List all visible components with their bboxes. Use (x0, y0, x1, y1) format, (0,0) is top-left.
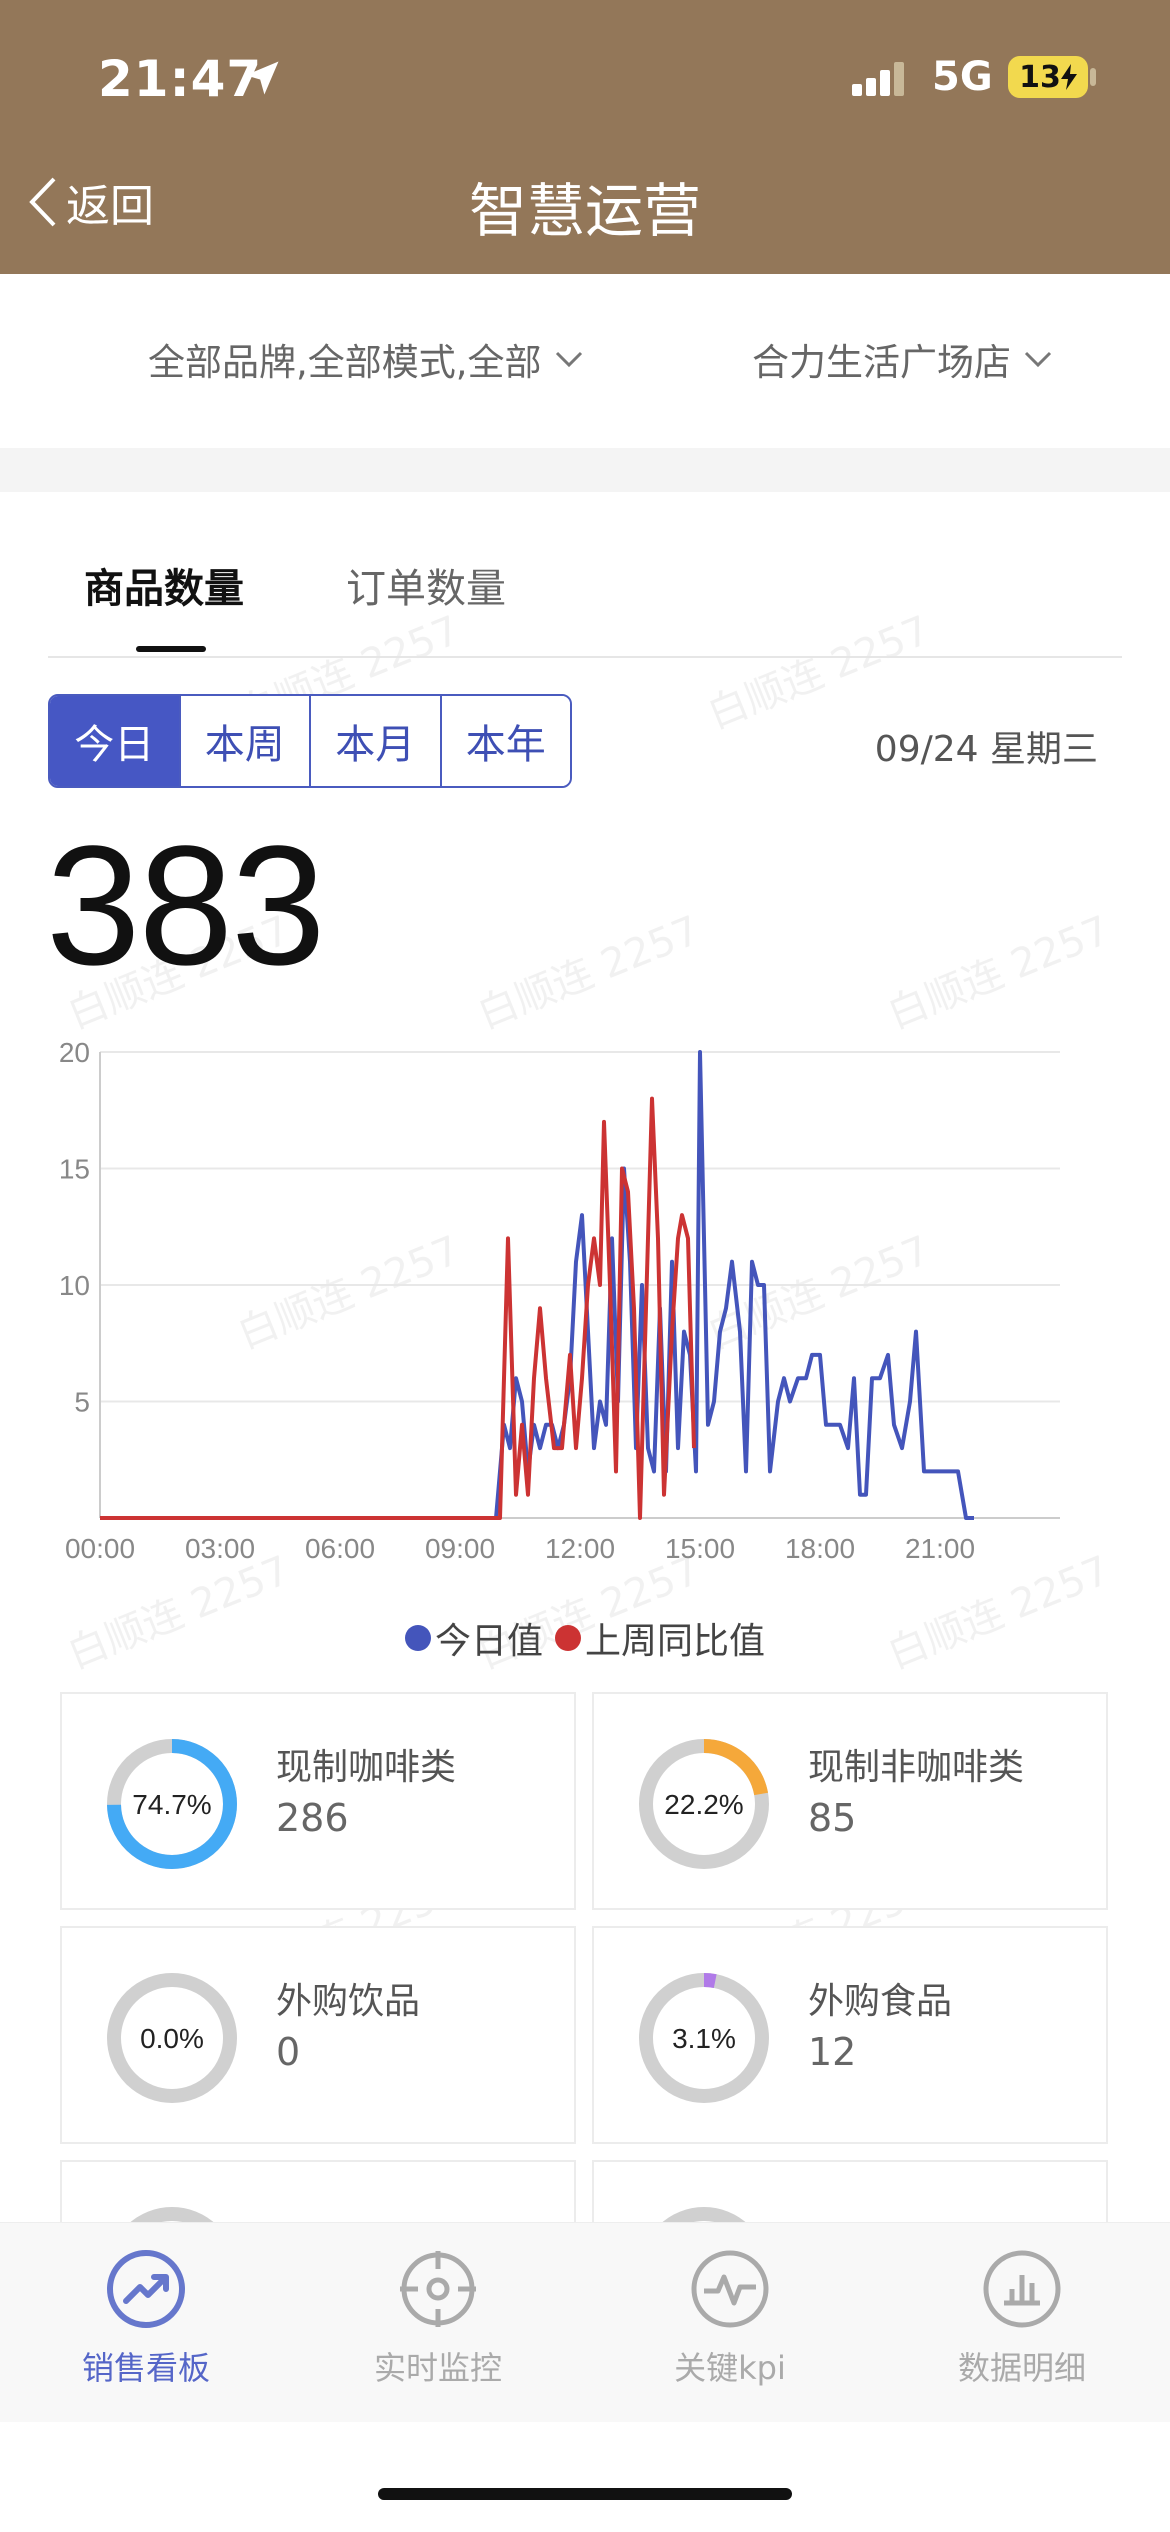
category-value: 286 (276, 1796, 349, 1840)
battery-indicator: 13 (1008, 56, 1088, 98)
category-label: 现制非咖啡类 (808, 1747, 1025, 1788)
percent-ring: 22.2% (639, 1739, 769, 1869)
y-tick-label: 15 (59, 1154, 90, 1185)
legend-item-last-week[interactable]: 上周同比值 (555, 1612, 765, 1664)
x-tick-label: 12:00 (545, 1533, 615, 1564)
brand-mode-filter-label: 全部品牌,全部模式,全部 (148, 341, 542, 384)
x-tick-label: 00:00 (65, 1533, 135, 1564)
battery-level: 13 (1019, 59, 1061, 95)
section-gap (0, 448, 1170, 492)
ring-fill (639, 1973, 769, 2103)
bottom-tab-data-detail[interactable]: 数据明细 (912, 2249, 1132, 2389)
percent-ring: 74.7% (107, 1739, 237, 1869)
ring-percent-label: 22.2% (664, 1789, 743, 1820)
category-card-non-coffee[interactable]: 22.2% 现制非咖啡类 85 (592, 1692, 1108, 1910)
location-arrow-icon (245, 61, 279, 95)
pulse-icon (691, 2250, 769, 2328)
legend-label-today: 今日值 (434, 1621, 543, 1662)
period-week[interactable]: 本周 (178, 696, 309, 786)
legend-item-today[interactable]: 今日值 (404, 1612, 543, 1664)
chevron-left-icon (29, 177, 56, 227)
tab-divider (48, 656, 1122, 658)
bar-chart-icon (983, 2250, 1061, 2328)
legend-dot-icon (404, 1625, 431, 1651)
percent-ring: 0.0% (107, 1973, 237, 2103)
status-time: 21:47 (98, 50, 263, 108)
total-count: 383 (46, 811, 326, 1001)
category-value: 0 (276, 2030, 301, 2074)
category-card-purchased-drinks[interactable]: 0.0% 外购饮品 0 (60, 1926, 576, 2144)
ring-fill (107, 1739, 237, 1869)
home-indicator (378, 2488, 792, 2500)
x-tick-label: 21:00 (905, 1533, 975, 1564)
battery-tip (1090, 68, 1096, 86)
period-selector: 今日 本周 本月 本年 (48, 694, 572, 788)
ring-fill (639, 1739, 769, 1869)
filter-bar: 全部品牌,全部模式,全部 合力生活广场店 (0, 274, 1170, 448)
brand-mode-filter[interactable]: 全部品牌,全部模式,全部 (148, 332, 584, 386)
ring-track (107, 1973, 237, 2103)
y-tick-label: 5 (74, 1387, 90, 1418)
bottom-tab-realtime-monitor[interactable]: 实时监控 (328, 2249, 548, 2389)
bottom-tab-label: 数据明细 (957, 2349, 1086, 2387)
period-month[interactable]: 本月 (309, 696, 440, 786)
ring-percent-label: 0.0% (140, 2023, 204, 2054)
y-tick-label: 20 (59, 1037, 90, 1068)
tab-order-count[interactable]: 订单数量 (346, 566, 506, 612)
x-tick-label: 03:00 (185, 1533, 255, 1564)
period-today[interactable]: 今日 (50, 696, 179, 786)
bottom-tab-label: 销售看板 (81, 2349, 210, 2387)
hourly-line-chart: 5 10 15 20 00:00 03:00 06:00 09:00 12:00 15:00 18:… (59, 1037, 1060, 1564)
category-label: 现制咖啡类 (276, 1747, 457, 1788)
ring-percent-label: 3.1% (672, 2023, 736, 2054)
back-label: 返回 (66, 181, 154, 232)
current-date: 09/24 星期三 (874, 729, 1098, 770)
x-tick-label: 15:00 (665, 1533, 735, 1564)
bottom-tab-label: 实时监控 (373, 2349, 502, 2387)
chevron-down-icon (1024, 351, 1052, 368)
legend-dot-icon (555, 1625, 581, 1651)
chart-legend: 今日值 上周同比值 (0, 1612, 1170, 1664)
target-icon (400, 2251, 476, 2327)
x-tick-label: 09:00 (425, 1533, 495, 1564)
y-tick-label: 10 (59, 1270, 90, 1301)
app-header: 21:47 5G 13 返回 智慧运营 (0, 0, 1170, 274)
x-tick-label: 06:00 (305, 1533, 375, 1564)
period-year[interactable]: 本年 (439, 696, 570, 786)
store-filter[interactable]: 合力生活广场店 (752, 332, 1053, 386)
category-card-purchased-food[interactable]: 3.1% 外购食品 12 (592, 1926, 1108, 2144)
bottom-tab-sales-dashboard[interactable]: 销售看板 (36, 2249, 256, 2389)
series-line-last-week (100, 1096, 696, 1520)
page-title: 智慧运营 (468, 177, 701, 245)
category-card-coffee[interactable]: 74.7% 现制咖啡类 286 (60, 1692, 576, 1910)
ring-percent-label: 74.7% (132, 1789, 211, 1820)
store-filter-label: 合力生活广场店 (752, 341, 1011, 384)
signal-icon (852, 62, 904, 96)
network-type: 5G (932, 54, 993, 100)
legend-label-last-week: 上周同比值 (585, 1621, 766, 1662)
category-label: 外购食品 (808, 1981, 953, 2022)
chevron-down-icon (555, 351, 582, 368)
category-value: 85 (808, 1796, 857, 1840)
bottom-tab-key-kpi[interactable]: 关键kpi (620, 2249, 840, 2389)
back-button[interactable]: 返回 (28, 170, 154, 234)
x-tick-label: 18:00 (785, 1533, 855, 1564)
percent-ring: 3.1% (639, 1973, 769, 2103)
category-label: 外购饮品 (276, 1981, 421, 2022)
bottom-tab-label: 关键kpi (674, 2349, 786, 2387)
charging-bolt-icon (1060, 64, 1077, 90)
category-value: 12 (808, 2030, 857, 2074)
trend-chart-icon (107, 2250, 185, 2328)
bottom-tab-bar: 销售看板 实时监控 关键kpi 数据明细 (0, 2222, 1170, 2422)
tab-product-count[interactable]: 商品数量 (84, 566, 244, 612)
active-tab-indicator (136, 646, 206, 652)
